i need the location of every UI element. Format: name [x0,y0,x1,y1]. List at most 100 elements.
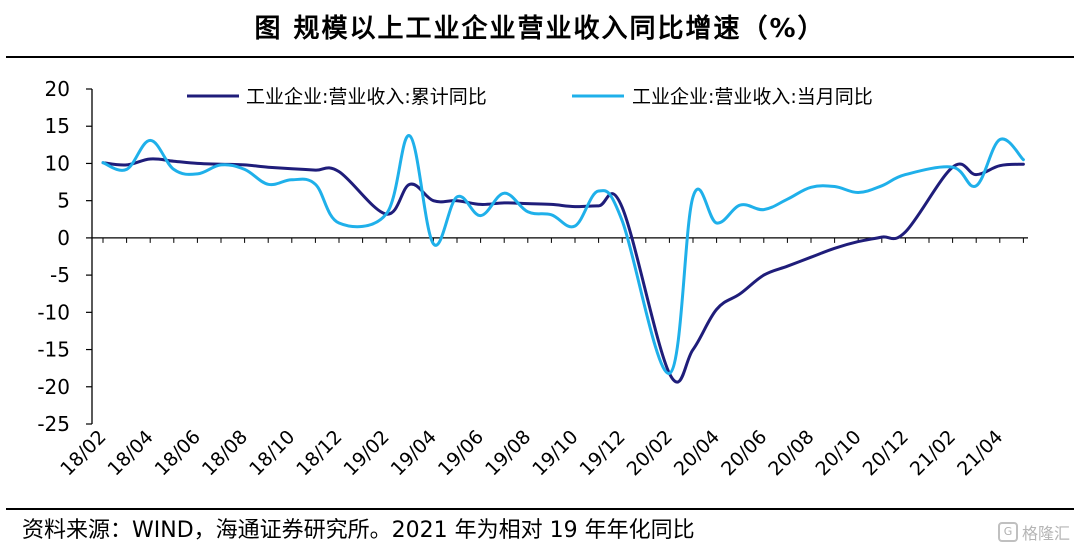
x-tick-label: 18/12 [292,426,346,480]
y-tick-label: 5 [57,189,70,213]
x-tick-label: 18/10 [245,426,299,480]
x-tick-label: 19/10 [528,426,582,480]
series-2-point [550,214,553,216]
x-tick-label: 18/06 [151,426,205,480]
y-tick-label: 0 [57,226,70,250]
series-1-point [267,166,270,168]
chart-title: 图 规模以上工业企业营业收入同比增速（%） [254,14,826,44]
series-2-point [503,192,506,195]
y-tick-label: -10 [37,300,70,324]
series-2-point [456,196,458,198]
title-underline [6,56,1074,58]
series-1-point [999,164,1001,167]
x-tick-label: 20/08 [764,426,818,480]
source-note: 资料来源：WIND，海通证券研究所。2021 年为相对 19 年年化同比 [22,518,695,543]
series-1-point [196,162,199,165]
series-2-point [267,183,270,186]
series-1-point [550,203,553,206]
series-2-point [409,135,411,137]
y-tick-label: 20 [45,77,70,101]
y-tick-label: -20 [37,375,70,399]
series-1-point [409,183,411,186]
series-1-point [975,173,977,176]
series-1-point [432,199,435,202]
series-2-point [621,219,623,222]
series-1-point [338,170,340,173]
series-2-point [125,168,128,171]
series-1-point [149,158,151,160]
series-2-point [479,214,482,217]
y-tick-label: -5 [50,263,70,287]
series-2-point [668,372,671,375]
series-2-point [149,139,151,142]
series-2-point [810,186,812,189]
y-tick-label: 10 [45,151,70,175]
series-1-point [1022,163,1025,165]
series-2-point [975,184,977,187]
series-2-point [220,164,222,166]
series-2-point [314,183,317,186]
series-2-point [574,225,576,227]
x-tick-label: 18/04 [103,426,157,480]
series-1-point [621,206,623,209]
x-tick-label: 18/08 [198,426,252,480]
series-2-point [243,168,246,171]
series-line-1 [101,157,1025,384]
series-2-point [951,166,954,168]
series-1-point [173,160,175,163]
series-1-point [479,203,482,206]
series-2-point [196,173,199,175]
x-tick-label: 20/10 [811,426,865,480]
series-1-point [904,231,907,233]
series-1-point [739,292,741,295]
series-2-point [1022,158,1025,161]
series-2-point [715,222,718,224]
series-1-point [456,199,458,202]
series-2-point [432,243,435,245]
series-1-point [857,240,859,243]
series-1-point [597,205,600,207]
legend-label-1: 工业企业:营业收入:累计同比 [246,86,487,108]
series-2-point [739,204,741,206]
series-1-point [881,236,883,238]
series-2-point [692,196,694,198]
y-tick-label: -15 [37,338,70,362]
series-1-point [692,348,694,351]
footer-rule [6,508,1074,510]
watermark-text: 格隆汇 [1021,524,1070,543]
series-2-point [904,173,907,176]
watermark-logo-icon: G [997,522,1018,542]
x-tick-label: 19/12 [575,426,629,480]
series-1-point [715,308,718,311]
series-1-point [527,202,529,205]
legend-label-2: 工业企业:营业收入:当月同比 [632,86,873,108]
series-2-point [597,190,600,192]
series-1-point [786,265,789,267]
y-tick-label: -25 [37,412,70,436]
series-2-point [763,208,765,211]
series-2-point [527,211,529,213]
series-2-point [173,168,175,171]
x-tick-label: 20/02 [623,426,677,480]
series-2-point [385,213,388,215]
x-tick-label: 19/02 [339,426,393,480]
y-tick-label: 15 [45,114,70,138]
series-1-point [833,247,836,250]
series-2-point [291,179,293,181]
series-1-point [810,256,812,259]
x-tick-label: 20/04 [670,426,724,480]
x-tick-label: 19/04 [387,426,441,480]
series-1-point [291,167,293,170]
x-tick-label: 20/06 [717,426,771,480]
x-tick-label: 19/08 [481,426,535,480]
x-tick-label: 20/12 [859,426,913,480]
series-2-point [999,138,1001,141]
series-1-point [574,205,576,208]
x-tick-label: 21/02 [906,426,960,480]
series-2-point [786,198,789,200]
x-tick-label: 21/04 [953,426,1007,480]
series-2-point [857,191,859,194]
x-tick-label: 19/06 [434,426,488,480]
